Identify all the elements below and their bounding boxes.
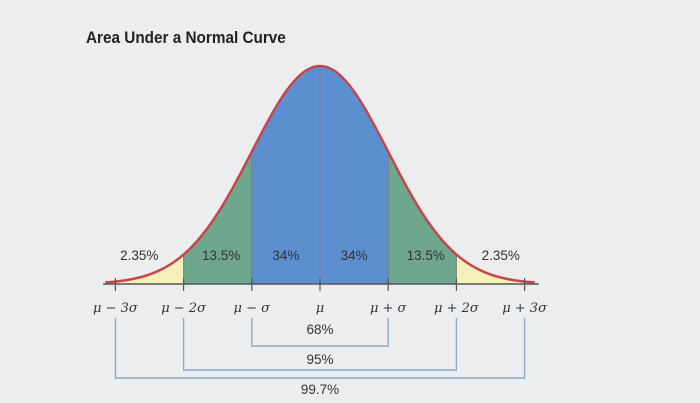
tick-label-5: μ + 2σ xyxy=(434,301,480,316)
chart-title: Area Under a Normal Curve xyxy=(86,28,286,47)
region-5 xyxy=(456,254,525,284)
tick-label-3: μ xyxy=(316,301,324,316)
tick-label-6: μ + 3σ xyxy=(502,301,548,316)
region-label-1: 13.5% xyxy=(202,248,240,263)
region-label-0: 2.35% xyxy=(120,248,158,263)
span-label-2: 99.7% xyxy=(301,382,339,397)
normal-curve xyxy=(105,64,535,284)
span-label-1: 95% xyxy=(306,352,333,367)
span-bracket-1 xyxy=(182,318,458,371)
region-label-5: 2.35% xyxy=(482,248,520,263)
span-label-0: 68% xyxy=(306,322,333,337)
region-label-4: 13.5% xyxy=(407,248,445,263)
region-label-3: 34% xyxy=(341,248,368,263)
region-label-2: 34% xyxy=(272,248,299,263)
tick-label-2: μ − σ xyxy=(234,301,272,316)
tick-label-4: μ + σ xyxy=(370,301,408,316)
span-bracket-2 xyxy=(114,318,526,379)
tick-label-0: μ − 3σ xyxy=(93,301,139,316)
span-bracket-0 xyxy=(251,318,389,347)
region-0 xyxy=(115,254,184,284)
tick-label-1: μ − 2σ xyxy=(161,301,207,316)
